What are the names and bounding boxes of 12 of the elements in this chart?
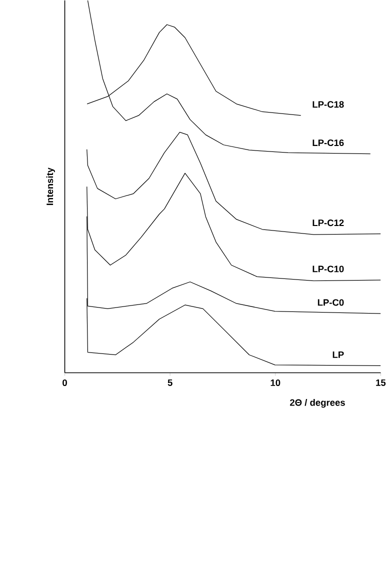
series-label: LP-C12 [312, 220, 344, 226]
series-label: LP-C16 [312, 139, 344, 146]
series-label: LP-C0 [318, 299, 344, 306]
series-label: LP [332, 352, 344, 358]
series-label: LP-C10 [312, 266, 344, 272]
series-label: LP-C18 [312, 101, 344, 108]
x-tick-label: 5 [168, 379, 172, 386]
y-axis-title: Intensity [46, 168, 55, 206]
x-axis-title: 2Θ / degrees [290, 399, 345, 408]
x-tick-label: 15 [376, 379, 386, 386]
x-tick-label: 0 [62, 379, 67, 386]
x-tick-label: 10 [270, 379, 280, 386]
